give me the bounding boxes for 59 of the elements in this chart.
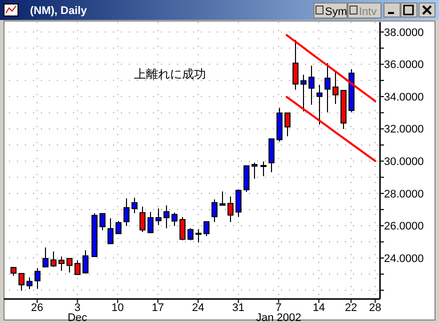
- candlestick: [42, 247, 48, 268]
- x-tick-label: 22: [344, 302, 358, 314]
- candlestick: [236, 188, 242, 218]
- candlestick: [260, 160, 266, 177]
- candlestick: [284, 112, 290, 137]
- candlestick: [100, 213, 106, 231]
- candlestick: [164, 204, 170, 229]
- x-tick-label: 28: [369, 302, 382, 314]
- y-tick-label: 28.0000: [384, 188, 424, 200]
- candlestick: [140, 206, 146, 233]
- text: Sym: [325, 6, 347, 18]
- candlestick: [300, 74, 306, 112]
- candlestick: [148, 211, 154, 234]
- candlestick: [204, 221, 210, 237]
- candlestick: [18, 272, 24, 292]
- candlestick: [228, 196, 234, 222]
- candlestick: [108, 218, 114, 244]
- x-tick-label: 17: [152, 302, 164, 314]
- candlestick: [316, 84, 322, 126]
- candlestick: [132, 197, 138, 214]
- annotation: 上離れに成功: [134, 67, 206, 81]
- candlestick: [172, 212, 178, 227]
- candlestick: [180, 216, 186, 241]
- chart-title: (NM), Daily: [30, 5, 88, 17]
- candlestick: [82, 250, 88, 274]
- x-tick-label: 14: [312, 302, 325, 314]
- x-tick-label: 26: [31, 302, 44, 314]
- x-tick-label: 31: [232, 302, 244, 314]
- candlestick: [244, 165, 250, 192]
- candlestick: [58, 256, 64, 272]
- candlestick: [50, 251, 56, 268]
- y-tick-label: 38.0000: [384, 26, 424, 39]
- candlestick: [268, 138, 274, 173]
- candlestick: [308, 65, 314, 106]
- line-series: [286, 34, 376, 102]
- y-tick-label: 26.0000: [384, 220, 424, 233]
- candlestick: [196, 228, 202, 243]
- candlestick: [66, 258, 72, 274]
- candlestick: [212, 198, 218, 222]
- y-tick-label: 24.0000: [384, 252, 424, 265]
- line-series: [286, 96, 376, 162]
- y-tick-label: 30.0000: [384, 156, 424, 168]
- candlestick: [26, 276, 32, 290]
- candlestick: [292, 39, 298, 90]
- candlestick: [34, 268, 40, 290]
- candlestick: [124, 198, 130, 227]
- x-tick-label: 10: [112, 302, 124, 314]
- y-tick-label: 36.0000: [384, 59, 424, 72]
- x-tick-label: 7 Jan 2002: [256, 302, 302, 323]
- candlestick: [252, 162, 258, 180]
- candlestick: [74, 260, 80, 275]
- x-tick-label: 24: [192, 302, 204, 314]
- text: Intv: [359, 6, 378, 18]
- candlestick: [324, 62, 330, 113]
- x-tick-label: 3 Dec: [68, 302, 88, 323]
- candlestick: [116, 220, 122, 234]
- candlestick: [156, 208, 162, 226]
- y-tick-label: 34.0000: [384, 91, 424, 104]
- y-tick-label: 32.0000: [384, 124, 424, 136]
